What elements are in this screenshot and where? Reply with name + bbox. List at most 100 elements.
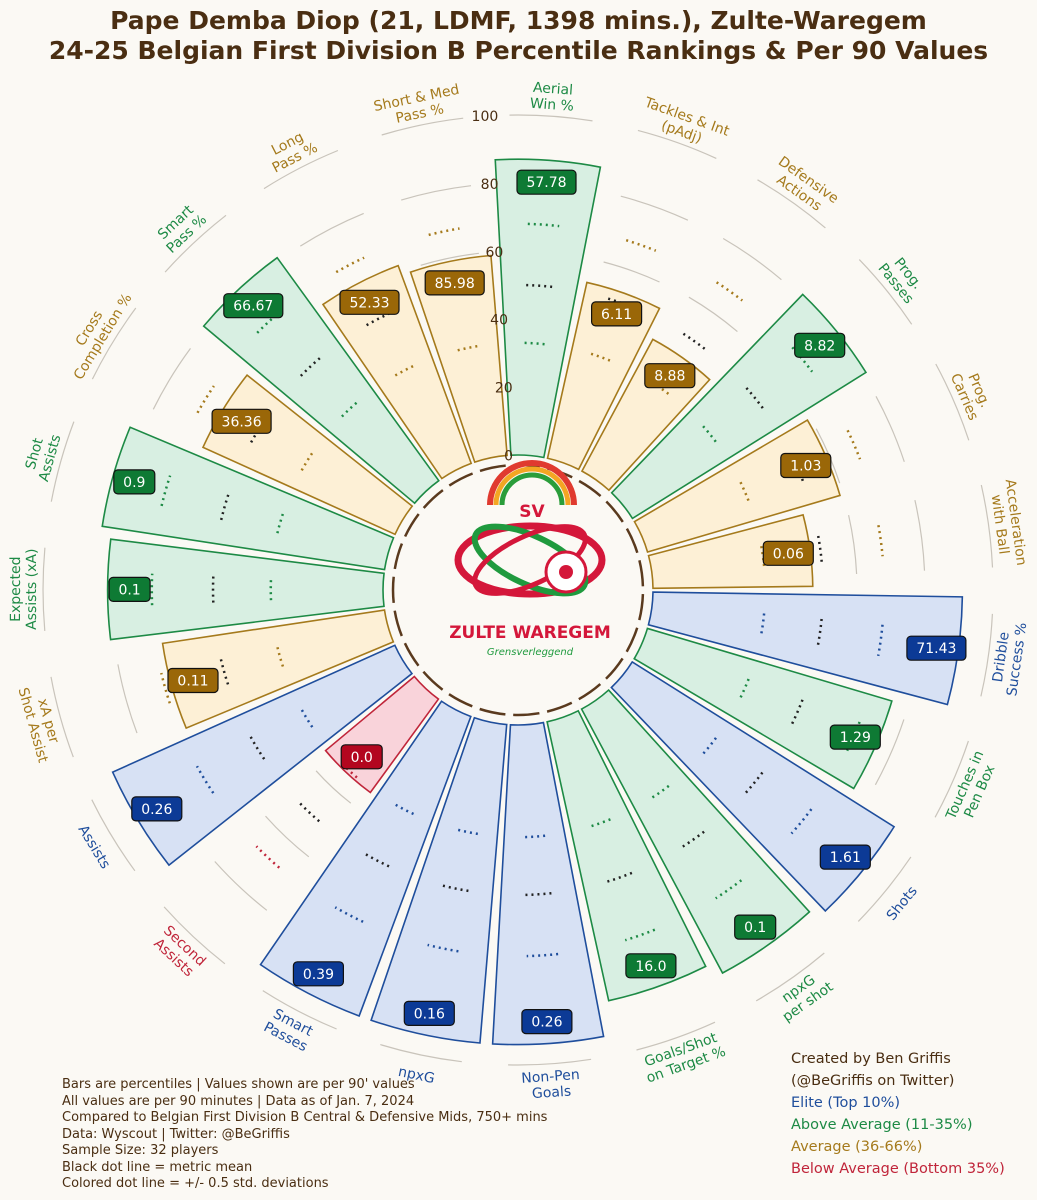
polar-bar <box>111 644 414 867</box>
mean-dot-line <box>816 535 823 563</box>
bars-layer <box>101 158 964 1046</box>
polar-bar <box>321 264 473 480</box>
metric-label: SmartPasses <box>261 1005 317 1055</box>
inner-arc <box>393 610 403 637</box>
legend-elite: Elite (Top 10%) <box>791 1095 901 1111</box>
note-line: Sample Size: 32 players <box>62 1143 219 1158</box>
std-dot-line <box>335 256 365 274</box>
polar-bar <box>106 538 385 641</box>
grid-arc <box>50 676 74 758</box>
std-dot-line <box>739 481 751 503</box>
svg-text:6.11: 6.11 <box>601 307 632 323</box>
std-dot-line <box>456 828 479 836</box>
svg-text:8.88: 8.88 <box>654 369 685 385</box>
grid-arc <box>91 799 136 872</box>
value-label: 6.11 <box>590 301 643 327</box>
value-label: 8.82 <box>794 332 846 358</box>
polar-bar <box>546 709 707 1002</box>
metric-label: npxG <box>397 1064 436 1087</box>
inner-arc <box>605 657 624 680</box>
std-dot-line <box>195 765 215 794</box>
note-line: Data: Wyscout | Twitter: @BeGriffis <box>62 1126 290 1142</box>
polar-bar <box>580 688 811 975</box>
polar-bar <box>546 281 661 471</box>
grid-arc <box>299 212 364 247</box>
svg-text:0.11: 0.11 <box>177 674 208 690</box>
inner-arc <box>605 500 624 523</box>
std-dot-line <box>427 943 459 953</box>
value-boxes-layer: 57.78 6.11 8.88 8.82 1.03 0.06 71.43 1.29 1.61 0.… <box>108 169 967 1035</box>
polar-bar <box>202 256 440 505</box>
std-dot-line <box>334 906 364 923</box>
mean-dot-line <box>790 699 804 725</box>
svg-text:71.43: 71.43 <box>916 641 956 657</box>
polar-bar <box>647 591 964 706</box>
svg-text:36.36: 36.36 <box>222 414 262 430</box>
metric-label: Short & MedPass % <box>372 82 464 131</box>
metric-label: Prog.Passes <box>875 251 929 308</box>
value-label: 66.67 <box>223 293 284 319</box>
metric-label: xA perShot Assist <box>14 682 66 765</box>
svg-text:8.82: 8.82 <box>804 338 835 354</box>
grid-arc <box>980 484 994 568</box>
mean-dot-line <box>744 771 764 794</box>
grid-arc <box>848 514 858 575</box>
grid-arc <box>117 664 138 734</box>
svg-text:1.29: 1.29 <box>840 730 871 746</box>
metric-label: ExpectedAssists (xA) <box>8 548 40 629</box>
value-label: 0.1 <box>108 576 151 603</box>
std-dot-line <box>341 401 359 418</box>
grid-arc <box>935 363 970 441</box>
svg-text:1.61: 1.61 <box>830 850 861 866</box>
grid-arc <box>914 499 926 571</box>
inner-arc <box>403 642 420 667</box>
mean-dot-line <box>442 884 469 893</box>
grid-arc <box>50 421 75 502</box>
credit-handle: (@BeGriffis on Twitter) <box>791 1073 955 1089</box>
svg-text:66.67: 66.67 <box>233 299 273 315</box>
std-dot-line <box>393 803 415 816</box>
mean-dot-line <box>365 312 391 327</box>
note-line: Bars are percentiles | Values shown are … <box>62 1077 415 1092</box>
grid-arc <box>636 1021 716 1051</box>
logo-club-name: ZULTE WAREGEM <box>449 623 611 643</box>
value-label: 36.36 <box>211 408 272 434</box>
std-dot-line <box>702 425 718 444</box>
grid-arc <box>509 114 593 122</box>
std-dot-line <box>846 429 862 460</box>
radial-tick-label: 60 <box>485 245 503 261</box>
mean-dot-line <box>219 658 230 685</box>
value-label: 0.11 <box>167 667 219 694</box>
svg-text:57.78: 57.78 <box>526 175 566 191</box>
inner-arc <box>403 513 420 538</box>
svg-text:85.98: 85.98 <box>435 276 475 292</box>
std-dot-line <box>845 721 861 752</box>
mean-dot-line <box>526 283 553 289</box>
std-dot-line <box>457 344 479 352</box>
svg-text:52.33: 52.33 <box>349 295 389 311</box>
footnotes: Bars are percentiles | Values shown are … <box>62 1077 547 1193</box>
logo-top-text: SV <box>519 502 545 522</box>
grid-arc <box>874 719 905 786</box>
grid-arc <box>757 179 826 229</box>
svg-text:0.06: 0.06 <box>773 546 804 562</box>
value-label: 8.88 <box>644 363 696 389</box>
grid-arc <box>857 856 912 922</box>
polar-bar <box>101 426 395 571</box>
chart-title-line-2: 24-25 Belgian First Division B Percentil… <box>48 36 989 65</box>
inner-arc <box>422 489 444 509</box>
inner-arc <box>625 527 639 554</box>
svg-text:16.0: 16.0 <box>635 959 666 975</box>
note-line: All values are per 90 minutes | Data as … <box>62 1093 415 1109</box>
logo-tagline: Grensverleggend <box>487 647 574 658</box>
value-label: 0.0 <box>340 744 383 770</box>
dots-layer <box>150 222 884 958</box>
mean-dot-line <box>681 830 705 848</box>
grid-arc <box>265 815 310 858</box>
inner-arc <box>513 711 540 717</box>
value-label: 0.1 <box>734 914 777 940</box>
inner-arc <box>578 479 602 498</box>
std-dot-line <box>196 385 215 414</box>
polar-bar <box>494 158 602 459</box>
